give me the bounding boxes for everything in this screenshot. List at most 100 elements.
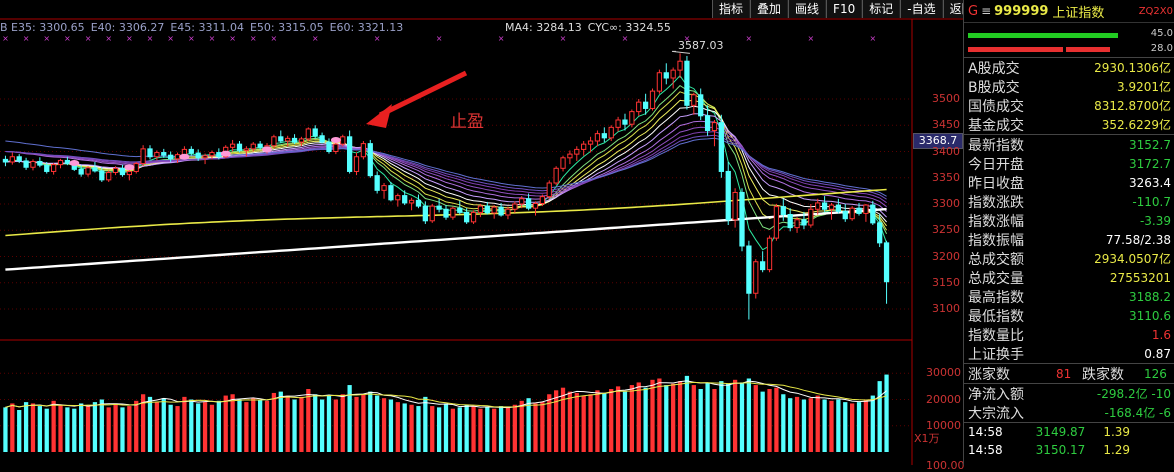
- candle-up: [340, 136, 346, 145]
- volume-bar-down: [237, 399, 242, 452]
- candle-down: [443, 208, 449, 218]
- candle-down: [367, 143, 373, 177]
- candle-down: [498, 206, 504, 216]
- toolbar-button-5[interactable]: -自选: [900, 0, 943, 18]
- tick-row[interactable]: 14:58 3149.87 1.39: [964, 423, 1174, 441]
- volume-bar-up: [519, 400, 524, 452]
- volume-bar-up: [478, 408, 483, 452]
- volume-bar-up: [767, 389, 772, 452]
- volume-bar-down: [347, 385, 352, 452]
- volume-bar-up: [58, 404, 63, 452]
- volume-bar-down: [72, 408, 77, 452]
- ma-legend-item: CYC∞: 3324.55: [587, 21, 671, 34]
- stat-label: B股成交: [968, 79, 1020, 96]
- candle-up: [112, 167, 119, 174]
- signal-marker: ×: [229, 34, 236, 43]
- candle-up: [608, 126, 614, 139]
- ma-line-40: [5, 134, 887, 200]
- high-marker: [671, 50, 690, 54]
- high-price-label: 3587.03: [678, 39, 724, 52]
- volume-bar-up: [140, 394, 146, 452]
- signal-marker: ×: [147, 34, 154, 43]
- volume-bar-down: [719, 381, 724, 452]
- volume-bar-up: [175, 406, 180, 452]
- toolbar-button-0[interactable]: 指标: [712, 0, 751, 18]
- volume-bar-down: [856, 402, 862, 452]
- candle-down: [856, 207, 862, 214]
- signal-marker: ×: [869, 34, 876, 43]
- volume-bar-up: [492, 408, 497, 452]
- candle-up: [360, 143, 367, 158]
- candle-up: [140, 148, 146, 165]
- volume-bar-down: [92, 402, 98, 452]
- toolbar-button-1[interactable]: 叠加: [750, 0, 789, 18]
- volume-bar-down: [843, 402, 848, 452]
- volume-bar-up: [202, 402, 208, 452]
- candle-down: [436, 205, 442, 210]
- candle-down: [663, 72, 669, 79]
- volume-bar-up: [829, 400, 834, 452]
- volume-bar-up: [285, 395, 290, 452]
- stat-value: 3110.6: [1129, 308, 1171, 323]
- stat-value: -298.2亿 -10: [1096, 387, 1171, 401]
- stat-label: A股成交: [968, 60, 1020, 77]
- volume-bar-up: [340, 394, 345, 452]
- volume-bar-up: [815, 395, 820, 452]
- candle-up: [333, 143, 339, 152]
- stat-value: -110.7: [1132, 194, 1171, 209]
- price-tick-label: 3150: [932, 275, 960, 289]
- candle-down: [64, 159, 71, 165]
- volume-bar-up: [113, 403, 118, 452]
- candle-up: [57, 159, 64, 166]
- volume-bar-up: [650, 379, 655, 452]
- volume-bar-down: [3, 407, 8, 452]
- volume-bar-up: [808, 398, 813, 452]
- volume-bar-up: [395, 402, 400, 452]
- candle-up: [677, 60, 683, 71]
- stat-value: 3.9201亿: [1117, 80, 1171, 94]
- kline-chart[interactable]: × × × × × × × × × × × × × × × × × × × × × × × ×: [0, 0, 963, 465]
- toolbar-button-4[interactable]: 标记: [862, 0, 901, 18]
- volume-bar-down: [622, 391, 628, 452]
- candle-down: [464, 211, 470, 223]
- candle-down: [704, 115, 711, 132]
- stat-row: 基金成交 352.6229亿: [964, 115, 1174, 134]
- volume-bar-down: [23, 402, 29, 452]
- index-code: 999999: [994, 3, 1049, 19]
- candle-down: [601, 133, 607, 139]
- volume-bar-down: [643, 387, 648, 452]
- volume-bar-down: [788, 398, 793, 452]
- volume-bar-down: [664, 385, 669, 452]
- tick-list[interactable]: 14:58 3149.87 1.39 14:58 3150.17 1.29: [964, 422, 1174, 459]
- stat-label: 总成交量: [968, 270, 1024, 287]
- candle-down: [2, 158, 9, 163]
- menu-icon[interactable]: ≡: [981, 4, 992, 18]
- volume-bar-up: [533, 403, 538, 452]
- candle-up: [670, 69, 676, 79]
- volume-bar-down: [746, 378, 752, 452]
- toolbar-button-2[interactable]: 画线: [788, 0, 827, 18]
- toolbar-button-3[interactable]: F10: [826, 0, 863, 18]
- volume-bar-up: [554, 390, 559, 452]
- candle-down: [402, 195, 408, 204]
- volume-bar-down: [292, 399, 297, 452]
- stat-value: 2934.0507亿: [1094, 252, 1171, 266]
- candle-down: [725, 170, 731, 221]
- tick-row[interactable]: 14:58 3150.17 1.29: [964, 441, 1174, 459]
- price-tick-label: 3400: [932, 144, 960, 158]
- stat-value: 8312.8700亿: [1094, 99, 1171, 113]
- advance-decline-row: 涨家数 81 跌家数 126: [964, 363, 1174, 383]
- candle-down: [119, 167, 126, 176]
- candle-down: [877, 222, 883, 244]
- price-tick-label: 3200: [932, 249, 960, 263]
- candle-up: [30, 160, 36, 168]
- volume-bar-down: [684, 375, 690, 452]
- stat-label: 基金成交: [968, 117, 1024, 134]
- candle-up: [512, 203, 518, 210]
- volume-bar-up: [615, 386, 621, 452]
- volume-bar-down: [168, 404, 173, 452]
- candle-up: [395, 195, 401, 201]
- candle-down: [388, 185, 394, 201]
- volume-bar-up: [794, 396, 800, 452]
- quote-panel: G ≡ 999999 上证指数 ZQ2X0 45.0 28.0 A股成交 2930…: [963, 0, 1174, 465]
